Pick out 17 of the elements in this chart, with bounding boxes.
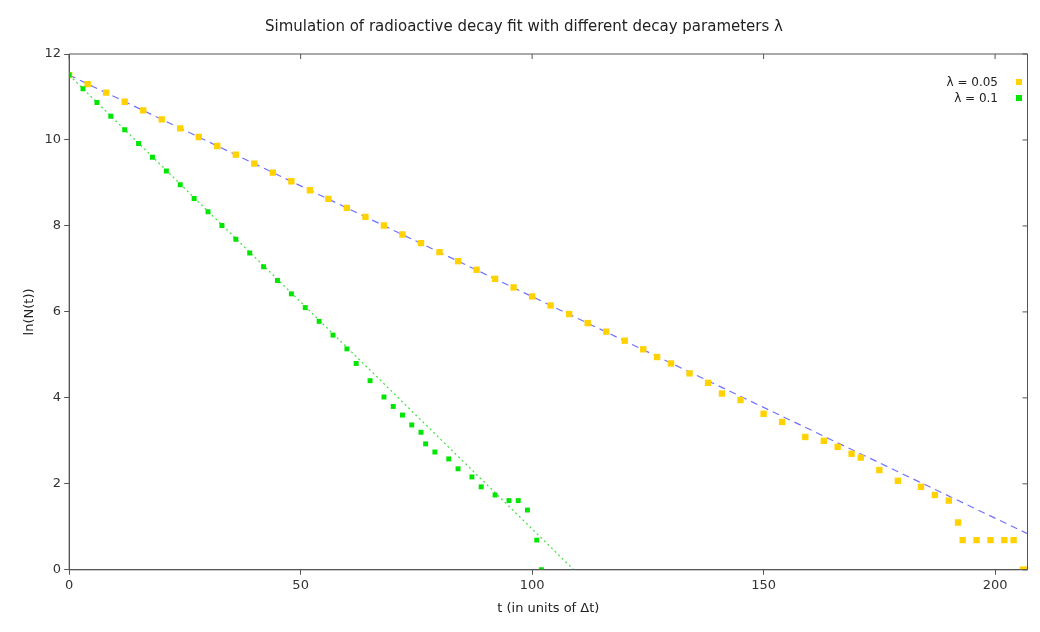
x-tick-label: 200 — [982, 576, 1008, 592]
chart-title: Simulation of radioactive decay fit with different decay parameters λ — [265, 16, 784, 35]
y-tick-label: 8 — [52, 217, 62, 233]
legend-label: λ = 0.05 — [946, 74, 998, 90]
x-tick-label: 0 — [65, 576, 74, 592]
x-tick-label: 150 — [751, 576, 777, 592]
y-tick-label: 10 — [44, 131, 62, 147]
y-tick-label: 4 — [52, 389, 62, 405]
y-tick-label: 2 — [52, 475, 62, 491]
x-tick-label: 50 — [292, 576, 309, 592]
legend-label: λ = 0.1 — [954, 90, 998, 106]
y-axis-title: ln(N(t)) — [21, 288, 37, 336]
x-tick-label: 100 — [519, 576, 545, 592]
y-tick-label: 6 — [52, 303, 62, 319]
y-tick-label: 0 — [52, 561, 62, 577]
x-axis-title: t (in units of Δt) — [497, 599, 600, 615]
y-tick-label: 12 — [44, 45, 62, 61]
